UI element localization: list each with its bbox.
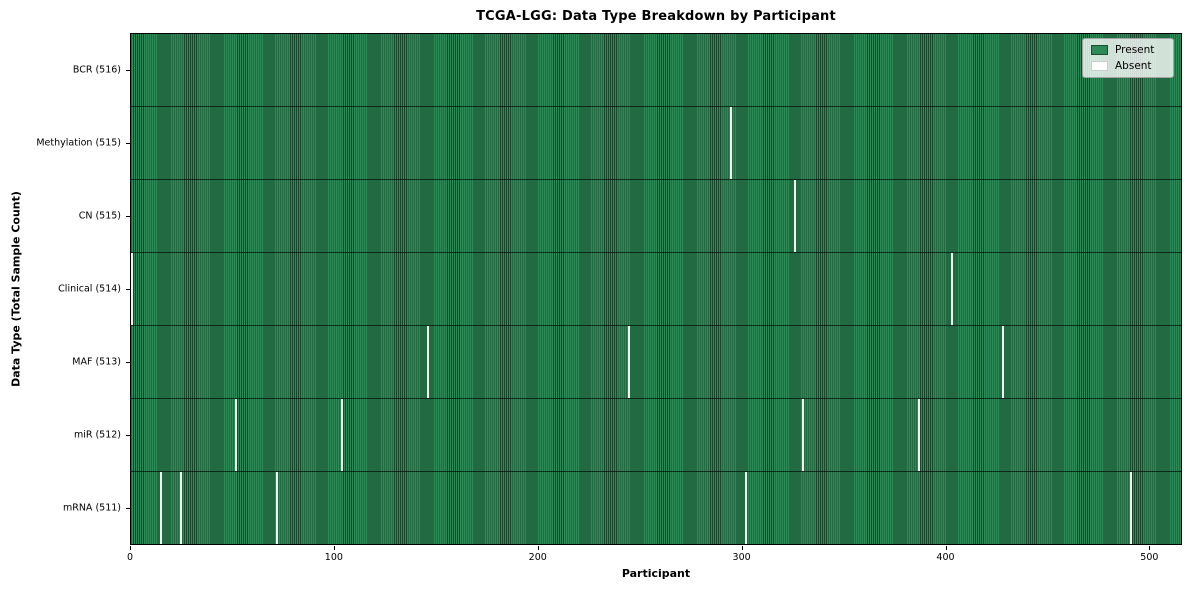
row-label-mRNA: mRNA (511) [62,502,121,514]
y-axis: BCR (516) Methylation (515) CN (515) Clinic… [0,33,130,545]
absent-gap [1129,472,1133,544]
absent-gap [340,399,344,471]
x-tick [537,546,539,550]
absent-gap [1001,326,1004,398]
absent-gap [426,326,429,398]
x-tick-label: 300 [732,552,751,563]
x-tick [741,546,743,550]
y-tick [126,215,130,217]
y-tick [126,435,130,437]
row-band-mRNA [131,472,1181,544]
plot-area [130,33,1182,545]
row-label-Methylation: Methylation (515) [36,137,121,149]
row-label-MAF: MAF (513) [72,356,121,368]
x-tick-label: 0 [126,552,134,563]
row-band-miR [131,399,1181,472]
row-label-BCR: BCR (516) [72,64,121,76]
row-label-CN: CN (515) [78,210,121,222]
x-tick-label: 400 [936,552,955,563]
y-tick [126,289,130,290]
absent-gap [628,326,631,398]
y-tick [126,69,130,71]
absent-gap [917,399,920,471]
legend: Present Absent [1082,38,1174,78]
absent-gap [131,253,134,325]
row-band-MAF [131,326,1181,399]
x-tick [333,546,335,550]
y-tick [126,508,130,510]
chart-title: TCGA-LGG: Data Type Breakdown by Partici… [476,9,836,24]
absent-gap [159,472,162,544]
absent-gap [730,107,733,179]
legend-item-present: Present [1091,45,1165,56]
absent-swatch-icon [1091,60,1108,71]
row-band-Methylation [131,107,1181,180]
present-swatch-icon [1091,45,1108,56]
absent-gap [275,472,278,544]
legend-item-absent: Absent [1091,59,1165,72]
x-tick-label: 200 [528,552,547,563]
y-tick [126,362,130,364]
absent-gap [179,472,182,544]
row-label-Clinical: Clinical (514) [58,283,121,295]
y-tick [126,142,130,144]
x-axis-title: Participant [621,567,691,580]
absent-gap [744,472,747,544]
x-axis: 0 100 200 300 400 500 [126,545,1182,571]
x-tick-label: 100 [324,552,343,563]
row-band-Clinical [131,253,1181,326]
legend-label-absent: Absent [1115,59,1152,72]
row-band-CN [131,180,1181,253]
absent-gap [950,253,953,325]
absent-gap [793,180,796,252]
x-tick [1149,546,1151,550]
x-tick-label: 500 [1140,552,1159,563]
x-tick [945,546,947,550]
absent-gap [234,399,237,471]
row-band-BCR [131,34,1181,107]
legend-label-present: Present [1115,44,1155,56]
row-label-miR: miR (512) [73,429,121,441]
x-tick [130,546,131,550]
absent-gap [801,399,804,471]
